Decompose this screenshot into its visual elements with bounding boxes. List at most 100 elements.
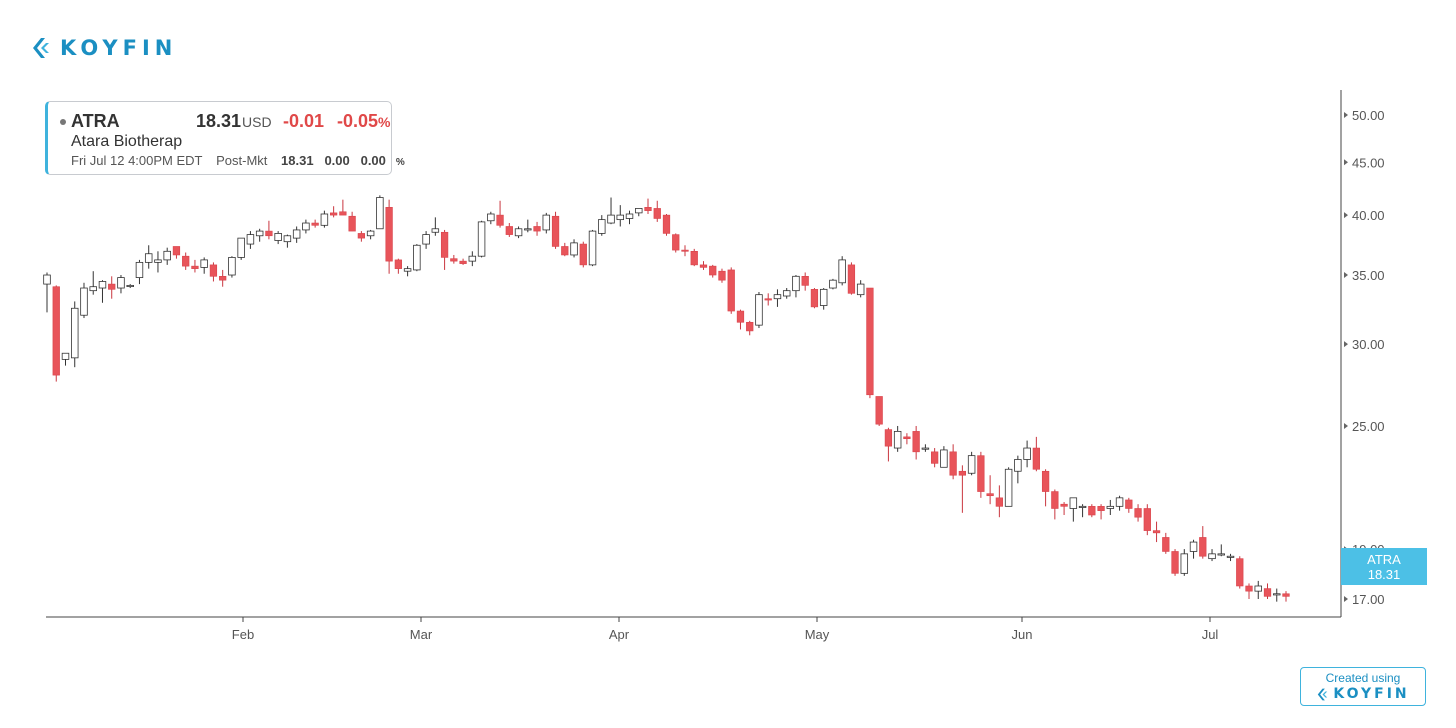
candle xyxy=(635,208,643,217)
candle xyxy=(209,262,218,282)
candle-body xyxy=(570,242,578,256)
candle-body xyxy=(1069,497,1078,509)
candle xyxy=(773,289,782,307)
candle-body xyxy=(255,230,264,237)
candle-body xyxy=(163,250,171,261)
koyfin-logo[interactable]: KOYFIN xyxy=(30,36,177,60)
candle-body xyxy=(912,431,920,453)
quote-ticker: ATRA xyxy=(71,111,120,131)
candle xyxy=(746,320,754,336)
quote-change-pct: -0.05% xyxy=(337,111,390,132)
candle xyxy=(856,280,865,298)
candle xyxy=(672,233,680,253)
quote-card[interactable]: ATRA 18.31 USD -0.01 -0.05% Atara Biothe… xyxy=(45,101,405,175)
candle-body xyxy=(931,451,939,464)
candle xyxy=(1004,467,1013,507)
candle xyxy=(570,239,578,258)
candle-body xyxy=(172,246,181,256)
candle xyxy=(1051,489,1059,520)
candle xyxy=(1180,549,1189,576)
x-axis-ticks: Feb Mar Apr May Jun Jul xyxy=(232,617,1218,642)
x-tick-label: Apr xyxy=(609,627,630,642)
candle-body xyxy=(893,430,902,449)
y-tick-marker xyxy=(1344,341,1348,348)
candle xyxy=(533,221,541,236)
candle-body xyxy=(672,234,680,251)
candle xyxy=(135,259,144,285)
candle xyxy=(866,287,874,399)
candle xyxy=(1097,504,1105,520)
candle-body xyxy=(579,243,587,266)
candle xyxy=(838,256,846,286)
candle xyxy=(274,231,282,245)
candle-body xyxy=(681,249,689,252)
candle xyxy=(1199,526,1207,559)
koyfin-chevron-icon xyxy=(33,38,49,58)
candle-body xyxy=(376,197,384,230)
y-tick-label: 35.00 xyxy=(1352,268,1385,283)
candle-body xyxy=(949,451,957,476)
x-tick-label: Mar xyxy=(410,627,433,642)
post-market-pct: 0.00% xyxy=(361,153,415,168)
candle-body xyxy=(1263,588,1272,597)
candle-body xyxy=(1199,537,1207,557)
candle-body xyxy=(533,226,541,232)
candle xyxy=(819,288,828,310)
badge-price: 18.31 xyxy=(1367,567,1401,582)
candle-body xyxy=(228,257,236,276)
candle-body xyxy=(320,213,329,226)
candle-body xyxy=(838,259,846,284)
candle-body xyxy=(1208,553,1216,560)
candle xyxy=(422,231,430,249)
y-tick-label: 45.00 xyxy=(1352,155,1385,170)
candle-body xyxy=(718,270,726,281)
candle-body xyxy=(1125,499,1133,509)
candle xyxy=(394,258,402,274)
candle xyxy=(385,199,393,274)
candle xyxy=(653,200,661,222)
candle xyxy=(357,231,366,242)
candle xyxy=(727,267,735,314)
candle xyxy=(1088,504,1096,518)
candle-body xyxy=(977,455,985,492)
quote-timestamp: Fri Jul 12 4:00PM EDT xyxy=(71,153,203,168)
candle xyxy=(1189,539,1198,559)
candle-body xyxy=(394,259,402,269)
candle-body xyxy=(357,233,366,239)
candle-body xyxy=(283,235,292,243)
candle xyxy=(292,226,301,243)
candle-body xyxy=(135,261,144,278)
candle xyxy=(311,219,319,228)
candle xyxy=(847,262,856,295)
candle xyxy=(949,444,957,480)
candle xyxy=(163,247,171,265)
created-using-button[interactable]: Created using KOYFIN xyxy=(1300,667,1426,706)
candle xyxy=(237,237,245,260)
candle-body xyxy=(921,447,930,450)
candle xyxy=(98,280,107,303)
candle xyxy=(182,252,190,270)
candle xyxy=(1282,591,1290,602)
candle-body xyxy=(237,237,245,258)
candle-body xyxy=(1152,530,1161,534)
candle xyxy=(588,229,597,267)
candle-body xyxy=(662,214,671,234)
x-tick-label: Jun xyxy=(1012,627,1033,642)
candle xyxy=(80,282,88,319)
candle xyxy=(1014,455,1022,484)
candle xyxy=(736,309,745,330)
candle-body xyxy=(810,289,819,308)
candle-body xyxy=(782,290,791,297)
candle-body xyxy=(1162,537,1170,552)
candle-body xyxy=(755,294,763,326)
candle-body xyxy=(709,265,717,276)
candle xyxy=(1171,549,1179,576)
candle xyxy=(228,256,236,278)
candle-body xyxy=(746,321,754,332)
candle xyxy=(61,352,70,366)
candle-body xyxy=(209,264,218,277)
candle xyxy=(1134,504,1142,522)
candle-body xyxy=(339,211,347,216)
